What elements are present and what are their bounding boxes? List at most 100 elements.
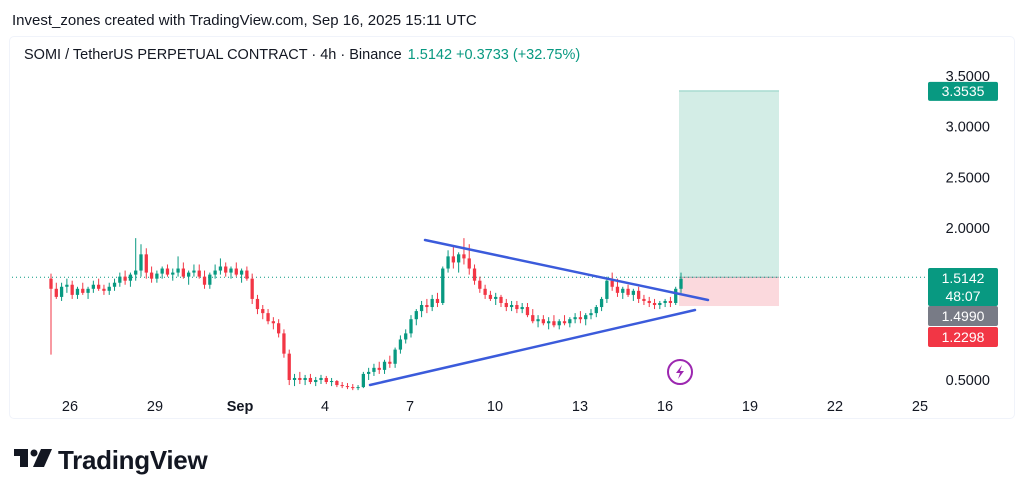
- candle: [541, 315, 545, 326]
- candle: [59, 282, 64, 301]
- candle: [107, 282, 111, 295]
- candle: [176, 256, 180, 277]
- candle: [430, 294, 434, 312]
- candle: [637, 286, 641, 303]
- candle: [277, 319, 281, 338]
- last-price-value: 1.5142: [407, 47, 453, 63]
- candle: [224, 262, 228, 277]
- tradingview-logo[interactable]: TradingView: [14, 445, 208, 476]
- candle: [118, 272, 122, 287]
- profit-zone[interactable]: [679, 90, 779, 278]
- candle: [91, 280, 95, 293]
- candle: [478, 276, 482, 293]
- price-badges: 3.3535 1.5142 48:07 1.4990 1.2298: [928, 81, 998, 347]
- candle: [202, 270, 207, 289]
- entry-price-badge[interactable]: 1.4990: [928, 306, 998, 326]
- candle: [525, 302, 530, 318]
- x-tick-label: 4: [321, 399, 329, 415]
- candle: [520, 302, 524, 314]
- candle: [509, 300, 514, 312]
- candle: [287, 349, 291, 386]
- candle: [419, 300, 424, 318]
- candle: [425, 298, 429, 314]
- candle: [536, 315, 540, 328]
- x-tick-label: 16: [657, 399, 673, 415]
- candle: [504, 298, 508, 312]
- target-price-badge[interactable]: 3.3535: [928, 81, 998, 101]
- candle: [578, 311, 583, 324]
- candle: [361, 371, 365, 389]
- last-price-badge[interactable]: 1.5142 48:07: [928, 268, 998, 306]
- candle: [319, 374, 323, 385]
- candle: [75, 286, 80, 299]
- candle: [255, 294, 260, 315]
- x-tick-label: 10: [487, 399, 503, 415]
- symbol-title: SOMI / TetherUS PERPETUAL CONTRACT · 4h …: [24, 47, 402, 63]
- candle: [139, 244, 143, 277]
- x-tick-label: 25: [912, 399, 928, 415]
- candle: [547, 317, 551, 330]
- time-axis: 26 29 Sep 4 7 10 13 16 19 22 25: [62, 399, 928, 415]
- candle: [584, 313, 588, 326]
- candle: [160, 266, 164, 279]
- position-zones: [679, 90, 779, 307]
- candle: [562, 315, 567, 326]
- candle: [97, 278, 101, 291]
- symbol-legend[interactable]: SOMI / TetherUS PERPETUAL CONTRACT · 4h …: [24, 47, 580, 63]
- candle: [345, 383, 350, 390]
- candle: [250, 273, 254, 304]
- triangle-trendlines: [368, 238, 710, 387]
- x-tick-label: 19: [742, 399, 758, 415]
- candle: [70, 280, 74, 299]
- lower-trendline[interactable]: [368, 308, 697, 387]
- candle: [271, 317, 275, 330]
- candle: [515, 300, 519, 314]
- candle: [457, 252, 461, 273]
- candle: [441, 266, 445, 306]
- candle: [658, 300, 662, 310]
- candle: [499, 294, 503, 308]
- candle: [192, 264, 196, 277]
- candle: [144, 248, 148, 279]
- candle: [234, 262, 238, 277]
- candle: [329, 377, 334, 387]
- candle: [335, 380, 339, 388]
- stop-price-badge[interactable]: 1.2298: [928, 327, 998, 347]
- candle: [181, 262, 185, 279]
- loss-zone[interactable]: [679, 277, 779, 307]
- chart-frame[interactable]: [10, 37, 1014, 418]
- x-tick-label: 29: [147, 399, 163, 415]
- candle: [303, 374, 307, 386]
- candle: [589, 309, 593, 320]
- candle: [610, 272, 614, 291]
- candle: [494, 292, 498, 306]
- candle: [239, 268, 244, 283]
- candle: [472, 264, 477, 285]
- candle: [367, 367, 371, 380]
- candle: [557, 319, 561, 330]
- y-tick-label: 2.0000: [946, 221, 990, 237]
- candle: [128, 272, 133, 287]
- svg-text:1.5142: 1.5142: [942, 270, 985, 286]
- candle: [652, 298, 657, 310]
- flash-icon[interactable]: [667, 359, 693, 385]
- svg-text:48:07: 48:07: [945, 288, 980, 304]
- tradingview-wordmark: TradingView: [58, 445, 208, 475]
- candle: [218, 258, 223, 275]
- candle: [679, 272, 683, 293]
- y-tick-label: 3.0000: [946, 120, 990, 136]
- candle: [488, 290, 493, 301]
- candle: [663, 298, 667, 308]
- candle: [308, 373, 313, 385]
- svg-text:1.2298: 1.2298: [942, 329, 985, 345]
- x-tick-label: 22: [827, 399, 843, 415]
- candle: [340, 382, 344, 389]
- candle: [324, 375, 328, 385]
- upper-trendline[interactable]: [423, 238, 710, 302]
- candle: [351, 384, 355, 391]
- candle: [372, 363, 376, 376]
- candle: [446, 250, 450, 273]
- candle: [552, 315, 556, 328]
- candle: [642, 294, 646, 306]
